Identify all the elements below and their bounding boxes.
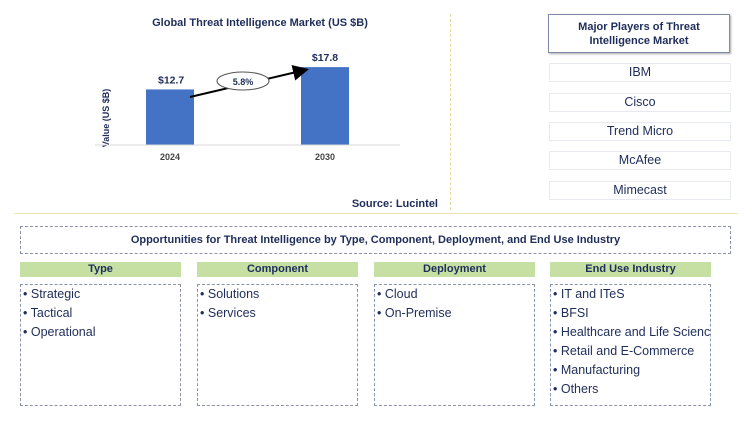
segment-item-label: Others [560, 382, 599, 396]
segment-item-label: Strategic [30, 287, 81, 301]
segment-list-item: • Operational [21, 325, 180, 344]
bullet-icon: • [553, 363, 561, 377]
segment-header: Type [20, 262, 181, 277]
segment-header: End Use Industry [550, 262, 711, 277]
bar-2030 [301, 67, 349, 145]
segment-item-label: Healthcare and Life Sciences [560, 325, 711, 339]
segment-list-item: • On-Premise [375, 306, 534, 325]
segment-list-item: • Solutions [198, 287, 357, 306]
segment-item-label: Services [207, 306, 256, 320]
segment-item-label: Manufacturing [560, 363, 641, 377]
data-label: $17.8 [312, 52, 338, 64]
major-players-title: Major Players of Threat Intelligence Mar… [548, 14, 730, 53]
segment-item-label: BFSI [560, 306, 589, 320]
bullet-icon: • [553, 325, 561, 339]
segment-list-item: • Strategic [21, 287, 180, 306]
segment-list-item: • Services [198, 306, 357, 325]
segment-item-label: Tactical [30, 306, 73, 320]
bullet-icon: • [23, 287, 31, 301]
segment-header: Component [197, 262, 358, 277]
segment-list-item: • Manufacturing [551, 363, 710, 382]
bullet-icon: • [553, 382, 561, 396]
major-player-item: IBM [549, 63, 731, 82]
bullet-icon: • [23, 325, 31, 339]
cagr-label: 5.8% [233, 77, 254, 87]
vertical-divider [450, 14, 451, 210]
segment-list-item: • Tactical [21, 306, 180, 325]
bullet-icon: • [200, 287, 208, 301]
bar-2024 [146, 89, 194, 145]
segment-item-label: On-Premise [384, 306, 452, 320]
horizontal-divider [14, 213, 738, 214]
segment-header: Deployment [374, 262, 535, 277]
bullet-icon: • [553, 344, 561, 358]
bullet-icon: • [200, 306, 208, 320]
segment-item-label: Cloud [384, 287, 418, 301]
segment-item-label: Retail and E-Commerce [560, 344, 695, 358]
segment-item-label: IT and ITeS [560, 287, 625, 301]
segment-list: • IT and ITeS • BFSI • Healthcare and Life… [550, 284, 711, 406]
segment-item-label: Solutions [207, 287, 260, 301]
segment-list-item: • Others [551, 382, 710, 401]
segment-list: • Cloud • On-Premise [374, 284, 535, 406]
chart-title: Global Threat Intelligence Market (US $B… [152, 17, 368, 29]
major-player-item: McAfee [549, 151, 731, 170]
x-tick-label: 2030 [315, 152, 335, 162]
bullet-icon: • [377, 306, 385, 320]
segment-list-item: • IT and ITeS [551, 287, 710, 306]
x-tick-label: 2024 [160, 152, 180, 162]
segment-list-item: • Retail and E-Commerce [551, 344, 710, 363]
y-axis-label: Value (US $B) [101, 89, 111, 148]
major-player-item: Trend Micro [549, 122, 731, 141]
bullet-icon: • [377, 287, 385, 301]
segment-list-item: • Cloud [375, 287, 534, 306]
segment-list: • Solutions • Services [197, 284, 358, 406]
major-player-item: Mimecast [549, 181, 731, 200]
bullet-icon: • [23, 306, 31, 320]
segment-list-item: • BFSI [551, 306, 710, 325]
opportunities-title: Opportunities for Threat Intelligence by… [20, 226, 731, 254]
segment-list-item: • Healthcare and Life Sciences [551, 325, 710, 344]
data-label: $12.7 [158, 74, 184, 86]
chart-source: Source: Lucintel [352, 198, 438, 210]
segment-list: • Strategic • Tactical • Operational [20, 284, 181, 406]
bullet-icon: • [553, 287, 561, 301]
major-player-item: Cisco [549, 93, 731, 112]
segment-item-label: Operational [30, 325, 96, 339]
bullet-icon: • [553, 306, 561, 320]
cagr-ellipse [216, 71, 270, 91]
market-chart: Global Threat Intelligence Market (US $B… [95, 17, 438, 210]
